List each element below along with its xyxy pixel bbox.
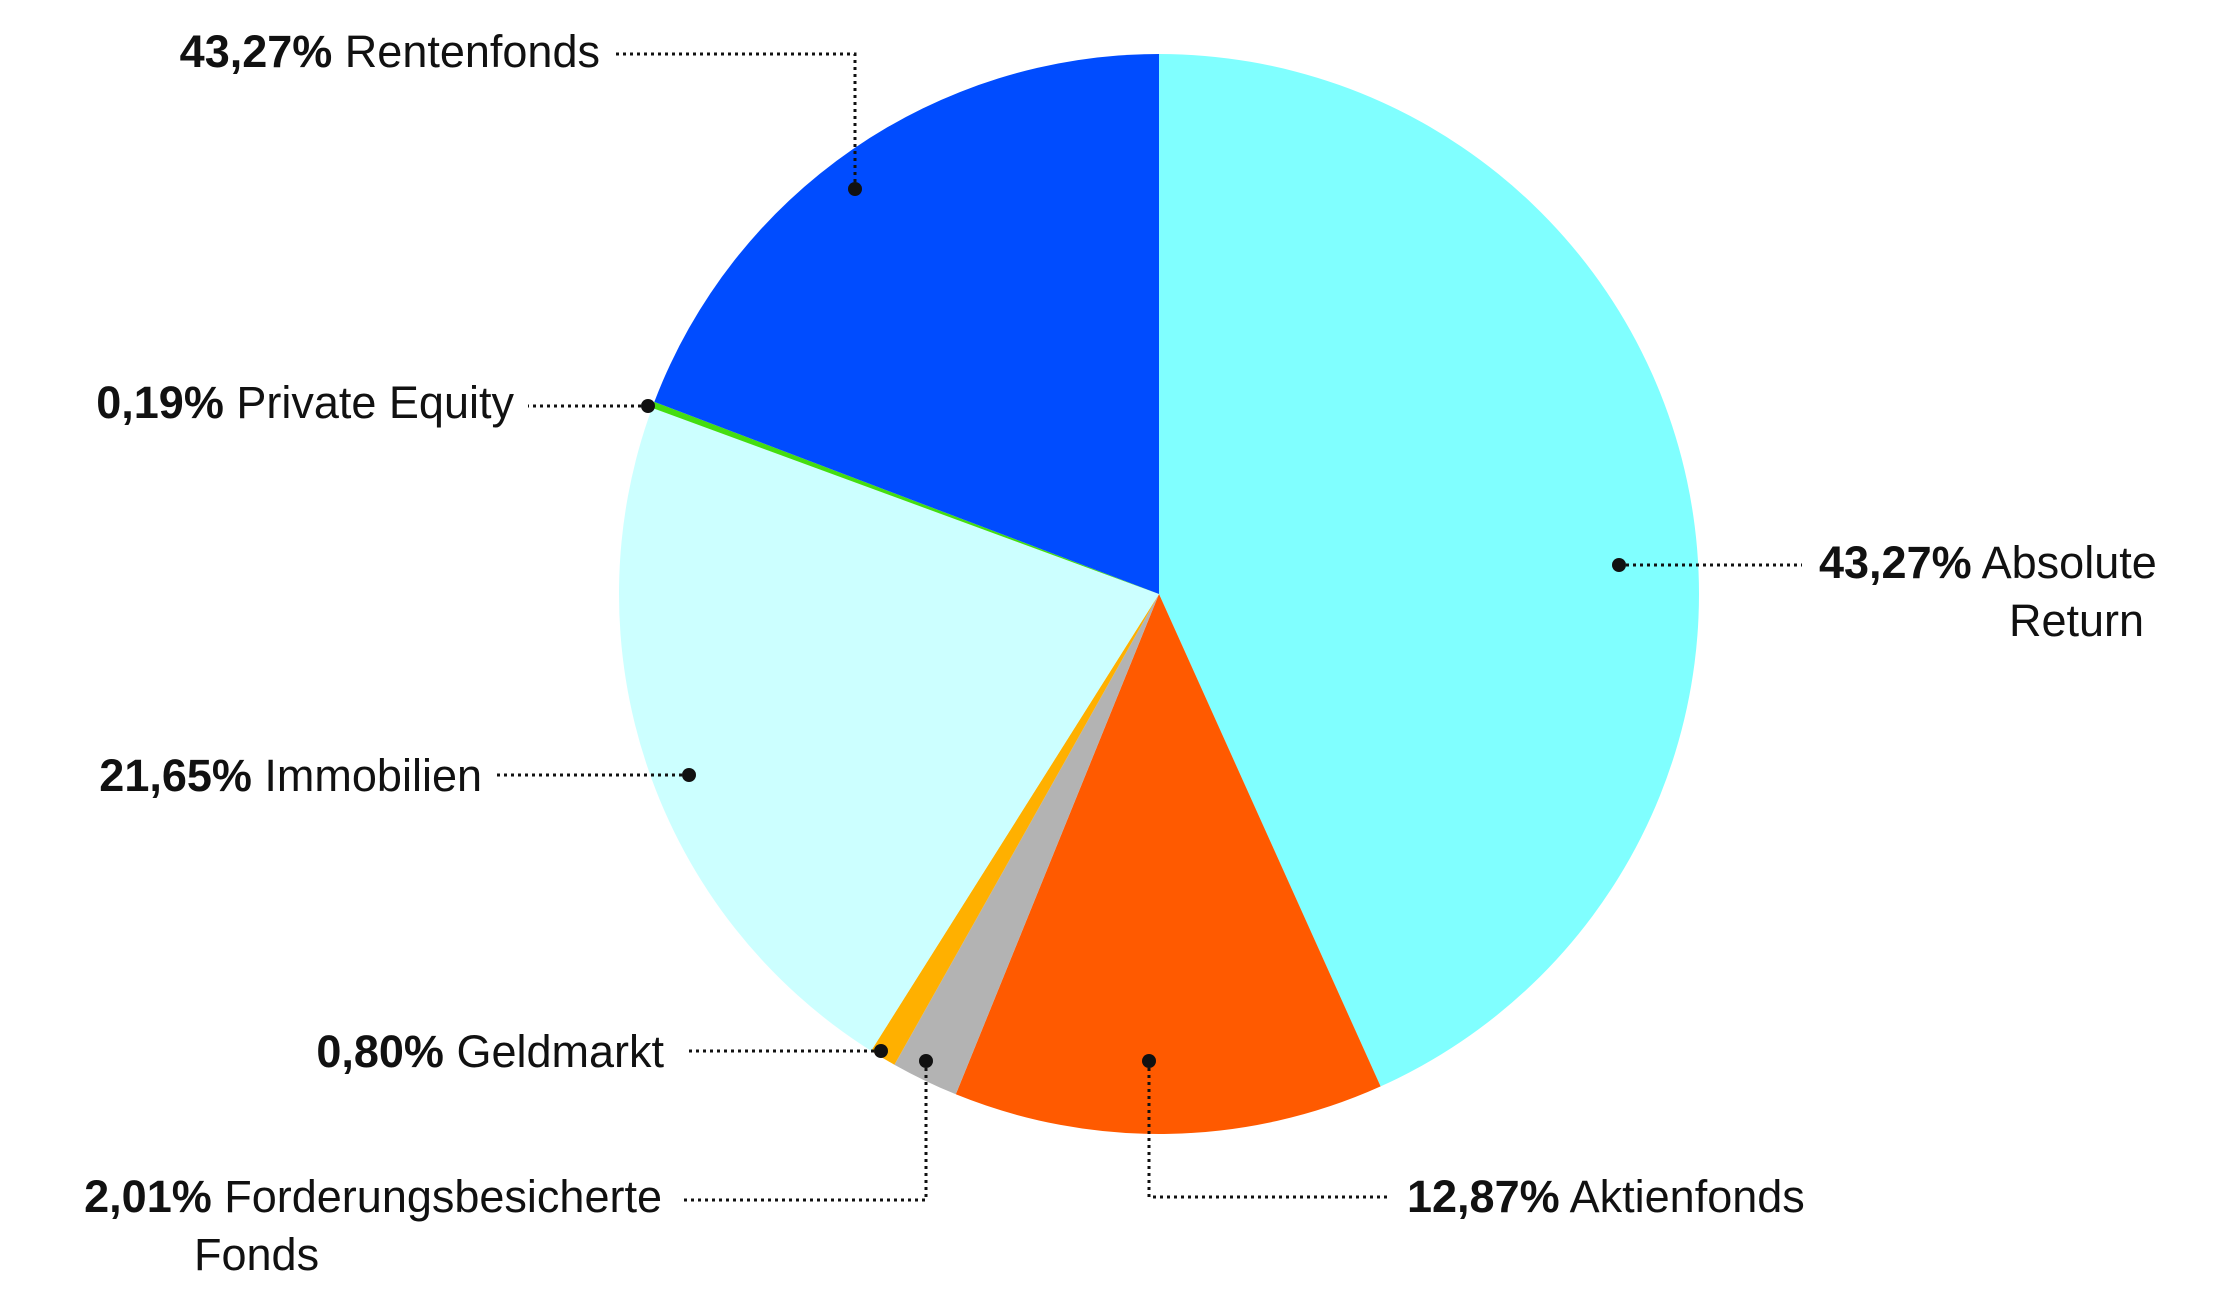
slice-geldmarkt <box>871 594 1159 1065</box>
label-geldmarkt: 0,80% Geldmarkt <box>316 1026 888 1077</box>
data-label: 21,65% Immobilien <box>99 750 482 801</box>
leader-dot <box>682 768 696 782</box>
data-label: 12,87% Aktienfonds <box>1407 1171 1805 1222</box>
leader-line <box>1147 1061 1387 1199</box>
data-label: 0,19% Private Equity <box>96 377 514 428</box>
category-label: Immobilien <box>252 750 482 801</box>
category-label-line2: Fonds <box>194 1229 319 1280</box>
leader-dot <box>848 182 862 196</box>
slice-rentenfonds <box>654 54 1159 594</box>
slice-forderungsbesicherte-fonds <box>894 594 1159 1095</box>
label-forderungsbesicherte-fonds: 2,01% Forderungsbesicherte Fonds <box>84 1054 933 1280</box>
slice-absolute-return <box>1159 54 1699 1087</box>
value-label: 21,65% <box>99 750 252 801</box>
category-label: Geldmarkt <box>444 1026 665 1077</box>
leader-dot <box>641 399 655 413</box>
value-label: 12,87% <box>1407 1171 1560 1222</box>
leader-line <box>684 1061 928 1202</box>
data-label: 0,80% Geldmarkt <box>316 1026 664 1077</box>
leader-dot <box>874 1044 888 1058</box>
label-private-equity: 0,19% Private Equity <box>96 377 655 428</box>
label-rentenfonds: 43,27% Rentenfonds <box>180 26 862 196</box>
leader-dot <box>1142 1054 1156 1068</box>
value-label: 0,19% <box>96 377 224 428</box>
category-label: Private Equity <box>224 377 515 428</box>
leader-dot <box>919 1054 933 1068</box>
label-absolute-return: 43,27% Absolute Return <box>1612 537 2157 646</box>
label-aktienfonds: 12,87% Aktienfonds <box>1142 1054 1805 1222</box>
category-label: Aktienfonds <box>1560 1171 1805 1222</box>
category-label: Rentenfonds <box>332 26 600 77</box>
slice-private-equity <box>652 401 1159 594</box>
category-label-line2: Return <box>2009 595 2144 646</box>
value-label: 43,27% <box>180 26 333 77</box>
data-label: 43,27% Rentenfonds <box>180 26 600 77</box>
slice-aktienfonds <box>955 594 1381 1134</box>
value-label: 2,01% <box>84 1171 212 1222</box>
value-label: 0,80% <box>316 1026 444 1077</box>
pie-slices <box>619 54 1699 1134</box>
slice-immobilien <box>619 407 1159 1051</box>
data-label: 43,27% Absolute <box>1819 537 2157 588</box>
category-label: Forderungsbesicherte <box>212 1171 662 1222</box>
value-label: 43,27% <box>1819 537 1972 588</box>
label-immobilien: 21,65% Immobilien <box>99 750 696 801</box>
leader-dot <box>1612 558 1626 572</box>
leader-line <box>613 52 857 189</box>
data-label: 2,01% Forderungsbesicherte <box>84 1171 662 1222</box>
category-label: Absolute <box>1972 537 2157 588</box>
pie-labels: 43,27% Absolute Return 12,87% Aktienfonds 2… <box>84 26 2157 1280</box>
